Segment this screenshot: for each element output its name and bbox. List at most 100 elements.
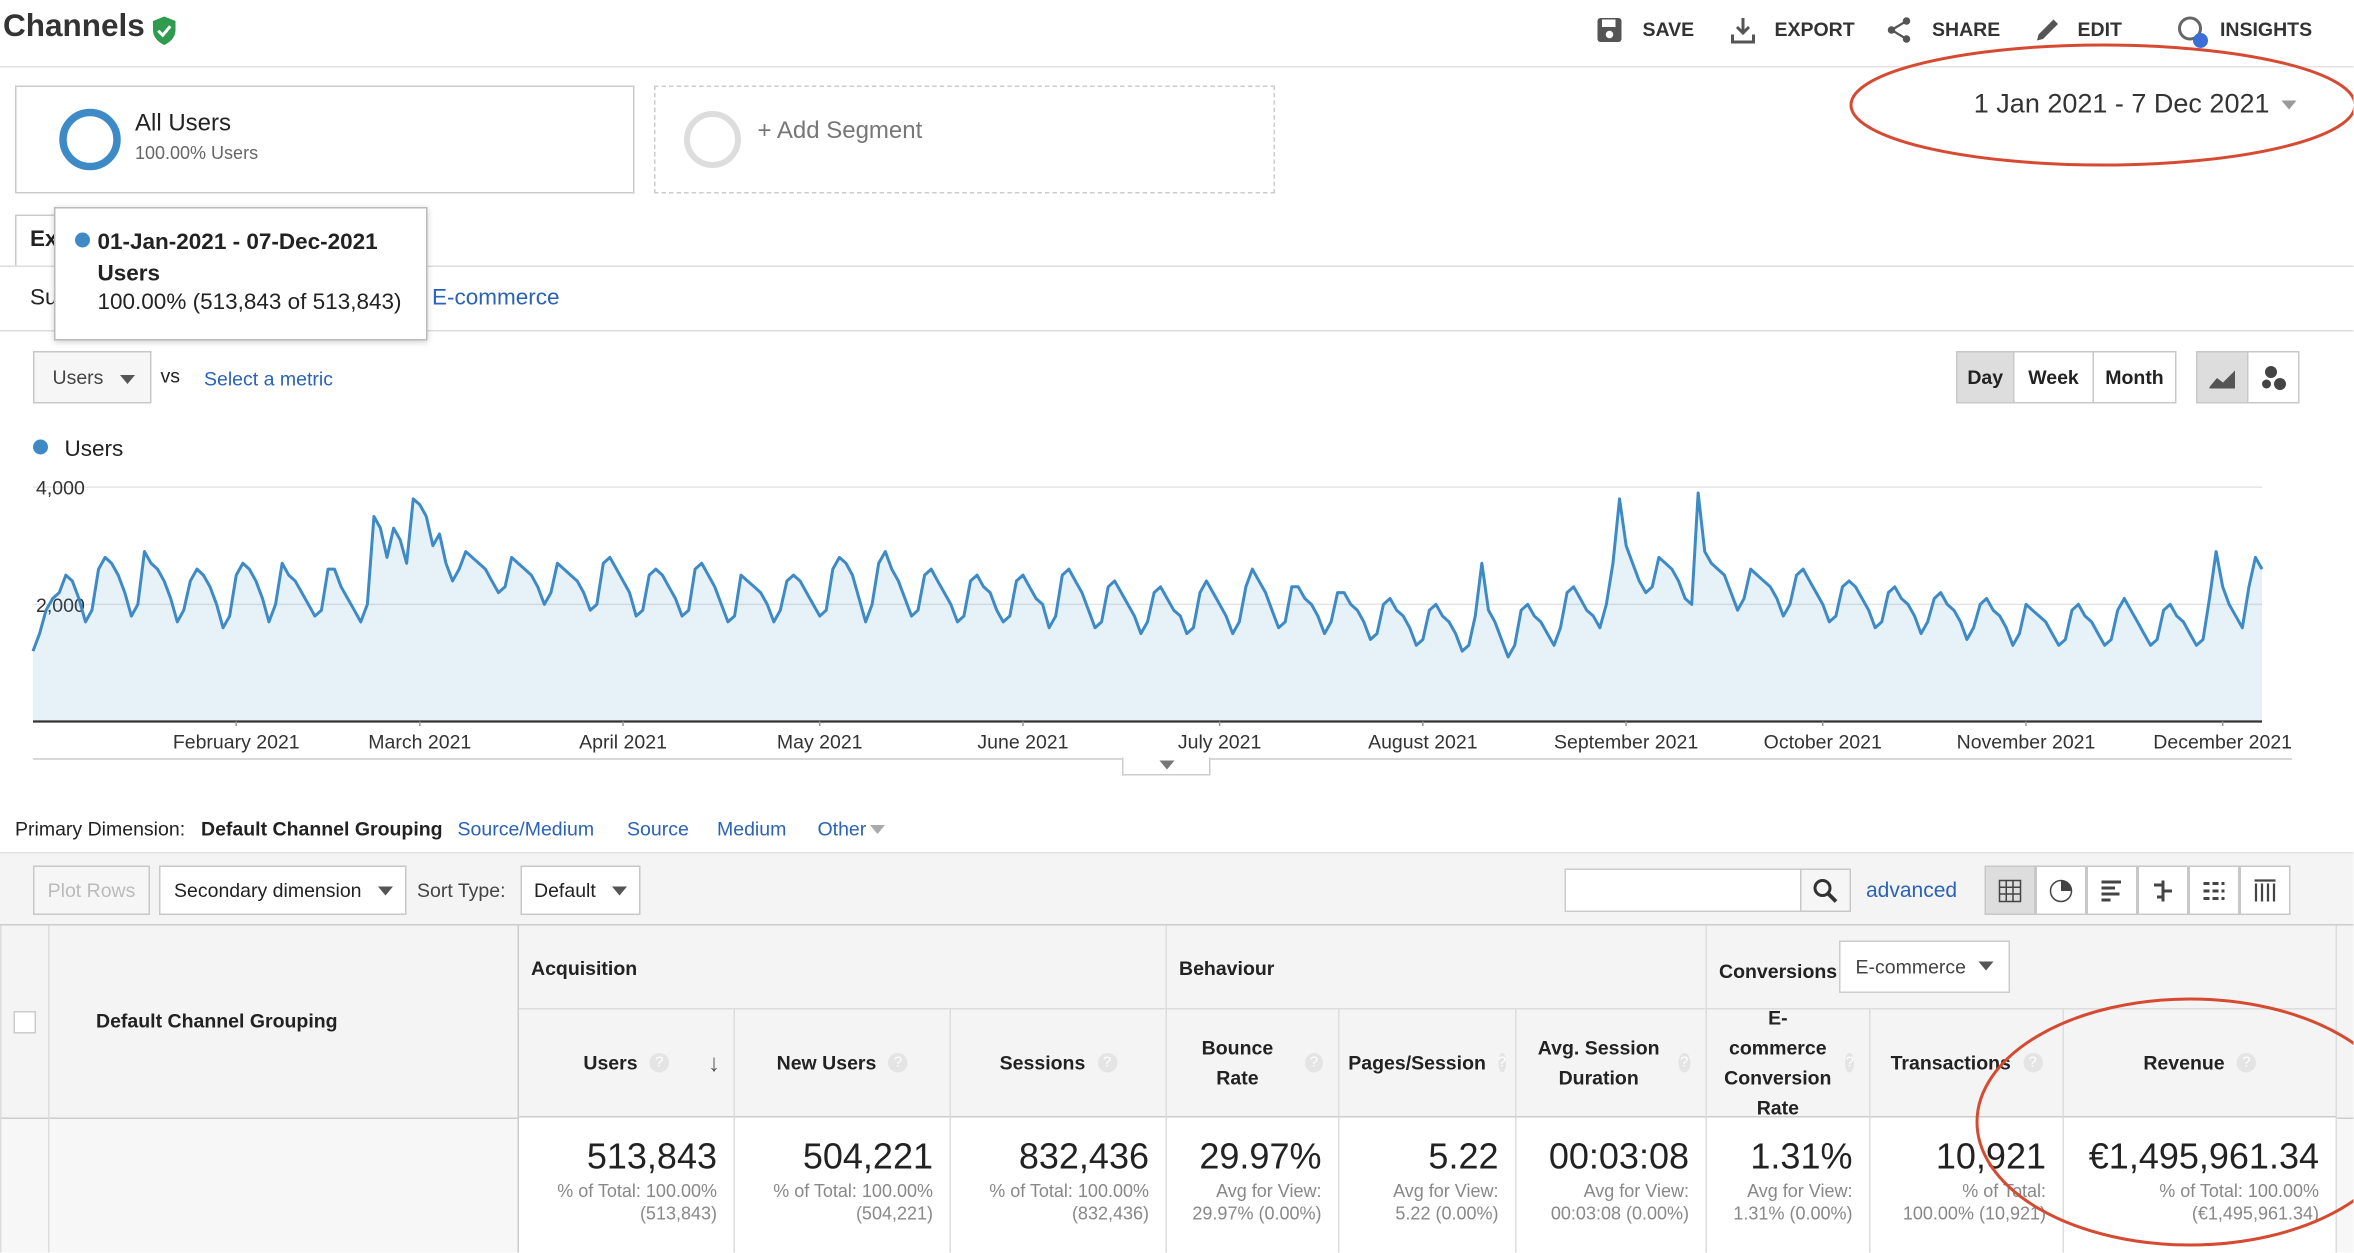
dimension-option[interactable]: Default Channel Grouping bbox=[201, 818, 443, 841]
total-value: €1,495,961.34 bbox=[2089, 1137, 2319, 1179]
column-header[interactable]: Users bbox=[583, 1048, 637, 1078]
column-header[interactable]: Avg. Session Duration bbox=[1532, 1033, 1666, 1093]
help-icon[interactable]: ? bbox=[1498, 1053, 1506, 1073]
search-input[interactable] bbox=[1565, 869, 1802, 913]
column-header-cell[interactable]: Pages/Session? bbox=[1340, 1010, 1517, 1118]
total-note: (832,436) bbox=[1072, 1203, 1149, 1224]
data-table: Default Channel GroupingAcquisitionBehav… bbox=[0, 924, 2354, 1253]
total-note: (504,221) bbox=[856, 1203, 933, 1224]
caret bbox=[612, 887, 627, 896]
view-table[interactable] bbox=[1985, 866, 2036, 916]
sort-arrow[interactable]: ↓ bbox=[708, 1052, 720, 1079]
help-icon[interactable]: ? bbox=[1305, 1053, 1323, 1073]
total-value: 5.22 bbox=[1428, 1137, 1498, 1179]
sort-label: Sort Type: bbox=[417, 879, 506, 902]
legend-dot bbox=[33, 440, 48, 455]
total-note: 00:03:08 (0.00%) bbox=[1551, 1203, 1689, 1224]
collapse-caret bbox=[1160, 761, 1175, 770]
total-note: 1.31% (0.00%) bbox=[1733, 1203, 1852, 1224]
dimension-option[interactable]: Other bbox=[818, 818, 867, 841]
x-tick-label: September 2021 bbox=[1554, 732, 1698, 754]
column-header[interactable]: Revenue bbox=[2143, 1048, 2224, 1078]
total-value: 504,221 bbox=[803, 1137, 933, 1179]
group-header: Conversions bbox=[1719, 960, 1837, 983]
icon bbox=[2100, 878, 2124, 902]
chart: Users2,0004,000February 2021March 2021Ap… bbox=[0, 0, 2354, 803]
icon bbox=[2151, 878, 2175, 902]
other-caret bbox=[870, 825, 885, 834]
total-note: 29.97% (0.00%) bbox=[1192, 1203, 1321, 1224]
plot-rows-button[interactable]: Plot Rows bbox=[33, 866, 150, 916]
search-button[interactable] bbox=[1800, 869, 1851, 913]
x-tick-label: December 2021 bbox=[2153, 732, 2292, 754]
help-icon[interactable]: ? bbox=[1846, 1053, 1854, 1073]
dimension-option[interactable]: Medium bbox=[717, 818, 786, 841]
view-terms[interactable] bbox=[2189, 866, 2240, 916]
view-bars[interactable] bbox=[2087, 866, 2138, 916]
dimension-option[interactable]: Source bbox=[627, 818, 689, 841]
x-tick-label: May 2021 bbox=[777, 732, 863, 754]
icon bbox=[1998, 878, 2022, 902]
x-tick-label: April 2021 bbox=[579, 732, 667, 754]
total-note: (513,843) bbox=[640, 1203, 717, 1224]
legend-label: Users bbox=[65, 436, 124, 461]
group-header: Behaviour bbox=[1179, 957, 1274, 980]
total-value: 513,843 bbox=[587, 1137, 717, 1179]
column-header[interactable]: E-commerce Conversion Rate bbox=[1722, 1003, 1834, 1123]
icon bbox=[2202, 878, 2226, 902]
help-icon[interactable]: ? bbox=[1678, 1053, 1691, 1073]
conversion-value: E-commerce bbox=[1856, 956, 1967, 979]
help-icon[interactable]: ? bbox=[2023, 1053, 2043, 1073]
column-header-cell[interactable]: Sessions? bbox=[951, 1010, 1167, 1118]
x-tick-label: March 2021 bbox=[368, 732, 471, 754]
column-header-cell[interactable]: Users? bbox=[519, 1010, 735, 1118]
secondary-dimension-select[interactable]: Secondary dimension bbox=[159, 866, 407, 916]
help-icon[interactable]: ? bbox=[1097, 1053, 1117, 1073]
dimension-cell bbox=[50, 926, 520, 1253]
column-header[interactable]: Pages/Session bbox=[1348, 1048, 1486, 1078]
total-note: Avg for View: bbox=[1584, 1181, 1689, 1202]
column-header-cell[interactable]: Avg. Session Duration? bbox=[1517, 1010, 1708, 1118]
x-tick-label: October 2021 bbox=[1764, 732, 1882, 754]
column-header-cell[interactable]: Bounce Rate? bbox=[1167, 1010, 1340, 1118]
total-value: 00:03:08 bbox=[1549, 1137, 1689, 1179]
help-icon[interactable]: ? bbox=[888, 1053, 908, 1073]
view-pivot[interactable] bbox=[2240, 866, 2291, 916]
column-header[interactable]: New Users bbox=[777, 1048, 877, 1078]
total-value: 1.31% bbox=[1750, 1137, 1852, 1179]
x-tick-label: July 2021 bbox=[1178, 732, 1261, 754]
total-note: % of Total: 100.00% bbox=[989, 1181, 1149, 1202]
column-header[interactable]: Sessions bbox=[1000, 1048, 1086, 1078]
total-value: 832,436 bbox=[1019, 1137, 1149, 1179]
x-tick-label: February 2021 bbox=[173, 732, 300, 754]
column-header[interactable]: Transactions bbox=[1891, 1048, 2011, 1078]
caret bbox=[378, 887, 393, 896]
column-header-cell[interactable]: Revenue? bbox=[2064, 1010, 2337, 1118]
help-icon[interactable]: ? bbox=[2237, 1053, 2257, 1073]
search-icon bbox=[1812, 877, 1839, 904]
column-header-cell[interactable]: New Users? bbox=[735, 1010, 951, 1118]
view-pie[interactable] bbox=[2036, 866, 2087, 916]
total-note: % of Total: 100.00% bbox=[2159, 1181, 2319, 1202]
x-tick-label: June 2021 bbox=[977, 732, 1068, 754]
column-header-cell[interactable]: E-commerce Conversion Rate? bbox=[1707, 1010, 1871, 1118]
sort-select[interactable]: Default bbox=[521, 866, 641, 916]
advanced-link[interactable]: advanced bbox=[1866, 878, 1957, 902]
total-note: (€1,495,961.34) bbox=[2192, 1203, 2319, 1224]
dimension-label: Primary Dimension: bbox=[15, 818, 185, 841]
y-tick-label: 4,000 bbox=[36, 478, 85, 500]
column-header-cell[interactable]: Transactions? bbox=[1871, 1010, 2065, 1118]
help-icon[interactable]: ? bbox=[650, 1053, 670, 1073]
checkbox[interactable] bbox=[14, 1011, 37, 1034]
column-header[interactable]: Bounce Rate bbox=[1182, 1033, 1293, 1093]
total-note: % of Total: bbox=[1962, 1181, 2046, 1202]
conversion-select[interactable]: E-commerce bbox=[1839, 941, 2010, 994]
total-note: Avg for View: bbox=[1747, 1181, 1852, 1202]
view-compare[interactable] bbox=[2138, 866, 2189, 916]
checkbox-cell bbox=[0, 926, 50, 1253]
dimension-option[interactable]: Source/Medium bbox=[458, 818, 595, 841]
dimension-header: Default Channel Grouping bbox=[96, 1010, 338, 1033]
collapse-tab[interactable] bbox=[1122, 758, 1211, 776]
